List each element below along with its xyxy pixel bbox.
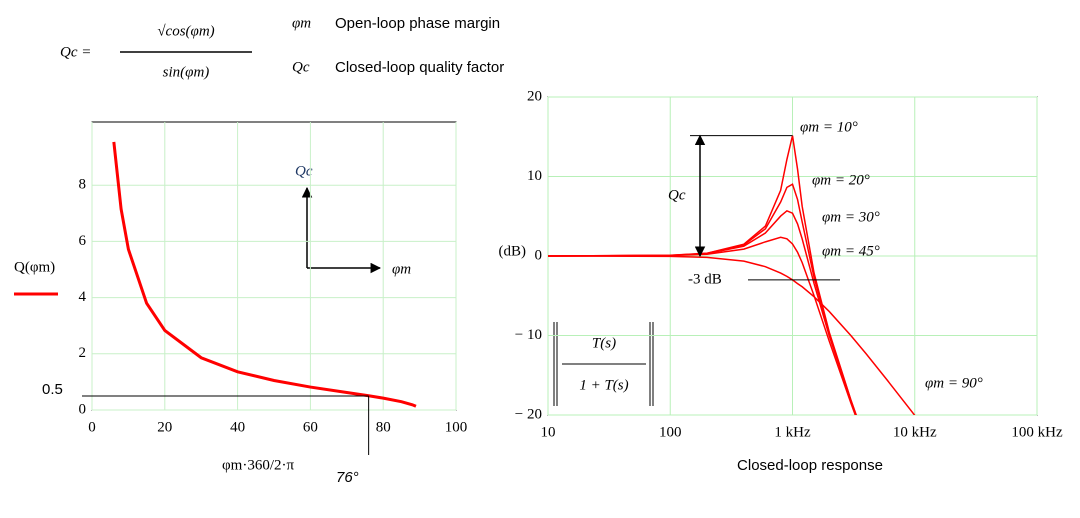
inset-label: Qc (295, 163, 313, 179)
series-line (548, 183, 857, 415)
formula-lhs: Qc = (60, 44, 91, 60)
qc-label: Qc (668, 187, 686, 203)
x-tick-label: 100 (659, 424, 682, 440)
series-label: φm = 20° (812, 172, 870, 188)
y-tick-label: 0 (535, 247, 543, 263)
y-tick-label: − 10 (515, 327, 542, 343)
x-tick-label: 0 (88, 419, 96, 435)
y-axis-label: Q(φm) (14, 259, 55, 275)
formula-num: √cos(φm) (157, 23, 214, 39)
y-tick-label: 2 (79, 345, 87, 361)
y-tick-label: 4 (79, 289, 87, 305)
x-tick-label: 60 (303, 419, 318, 435)
x-axis-label: φm·360/2·π (222, 457, 294, 473)
x-tick-label: 40 (230, 419, 245, 435)
y-tick-label: − 20 (515, 406, 542, 422)
x-tick-label: 100 kHz (1011, 424, 1063, 440)
y-tick-label: 6 (79, 233, 87, 249)
x-tick-label: 10 (541, 424, 556, 440)
y-unit: (dB) (499, 243, 527, 259)
series-line (548, 255, 916, 415)
y-tick-label: 10 (527, 168, 542, 184)
x-tick-label: 100 (445, 419, 468, 435)
series-line (548, 236, 857, 415)
x-tick-label: 1 kHz (774, 424, 811, 440)
y-tick-label: 0 (79, 401, 87, 417)
transfer-den: 1 + T(s) (579, 377, 628, 393)
legend-text: Open-loop phase margin (335, 15, 500, 32)
reference-label: 0.5 (42, 381, 63, 398)
series-line (112, 141, 417, 408)
inset-label: φm (392, 261, 411, 277)
right-chart: (dB) Closed-loop response T(s) 1 + T(s) … (499, 88, 1063, 474)
series-line (548, 209, 857, 415)
legend-symbol: φm (292, 15, 311, 31)
y-tick-label: 8 (79, 177, 87, 193)
y-tick-label: 20 (527, 88, 542, 104)
formula-den: sin(φm) (163, 64, 210, 80)
series-label: φm = 45° (822, 243, 880, 259)
series-label: φm = 10° (800, 119, 858, 135)
series-label: φm = 90° (925, 375, 983, 391)
transfer-num: T(s) (592, 335, 616, 351)
x-tick-label: 20 (157, 419, 172, 435)
legend-symbol: Qc (292, 59, 310, 75)
reference-label: 76° (336, 469, 359, 486)
db3-label: -3 dB (688, 271, 722, 287)
series-label: φm = 30° (822, 209, 880, 225)
legend-text: Closed-loop quality factor (335, 59, 504, 76)
x-axis-label: Closed-loop response (737, 457, 883, 474)
x-tick-label: 80 (376, 419, 391, 435)
x-tick-label: 10 kHz (893, 424, 937, 440)
